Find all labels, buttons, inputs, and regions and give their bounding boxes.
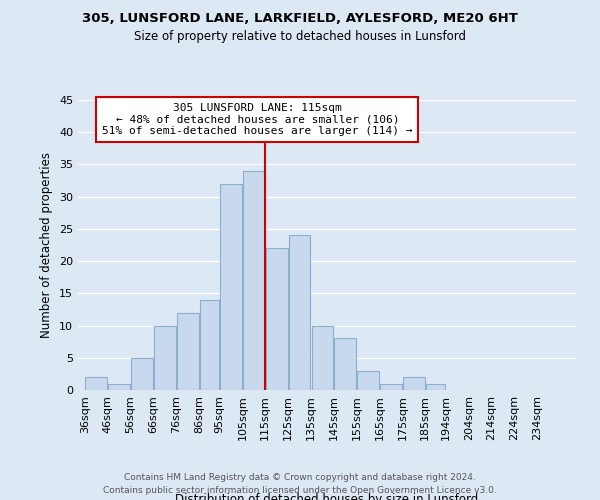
Text: 305, LUNSFORD LANE, LARKFIELD, AYLESFORD, ME20 6HT: 305, LUNSFORD LANE, LARKFIELD, AYLESFORD… (82, 12, 518, 26)
Bar (131, 358, 153, 390)
Bar (85, 377, 107, 390)
Bar (403, 377, 425, 390)
Bar (108, 384, 130, 390)
Bar (380, 384, 402, 390)
Bar (177, 312, 199, 390)
Text: Contains public sector information licensed under the Open Government Licence v3: Contains public sector information licen… (103, 486, 497, 495)
Y-axis label: Number of detached properties: Number of detached properties (40, 152, 53, 338)
Bar (154, 326, 176, 390)
Bar (311, 326, 333, 390)
Bar (357, 370, 379, 390)
X-axis label: Distribution of detached houses by size in Lunsford: Distribution of detached houses by size … (175, 493, 479, 500)
Text: 305 LUNSFORD LANE: 115sqm
← 48% of detached houses are smaller (106)
51% of semi: 305 LUNSFORD LANE: 115sqm ← 48% of detac… (102, 103, 413, 136)
Bar (243, 171, 265, 390)
Bar (334, 338, 356, 390)
Bar (289, 236, 310, 390)
Bar (266, 248, 287, 390)
Bar (220, 184, 242, 390)
Bar (200, 300, 219, 390)
Bar (426, 384, 445, 390)
Text: Contains HM Land Registry data © Crown copyright and database right 2024.: Contains HM Land Registry data © Crown c… (124, 474, 476, 482)
Text: Size of property relative to detached houses in Lunsford: Size of property relative to detached ho… (134, 30, 466, 43)
